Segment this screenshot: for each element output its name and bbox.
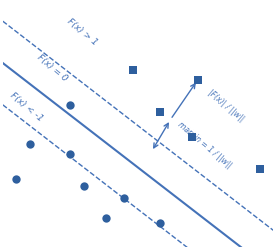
Text: F(x) > 1: F(x) > 1 [65, 16, 99, 46]
Text: F(x) < -1: F(x) < -1 [8, 90, 44, 122]
Text: |F(x)| / ||w||: |F(x)| / ||w|| [206, 88, 245, 123]
Text: F(x) = 0: F(x) = 0 [35, 53, 69, 83]
Text: margin = 1 / ||w||: margin = 1 / ||w|| [176, 120, 233, 170]
